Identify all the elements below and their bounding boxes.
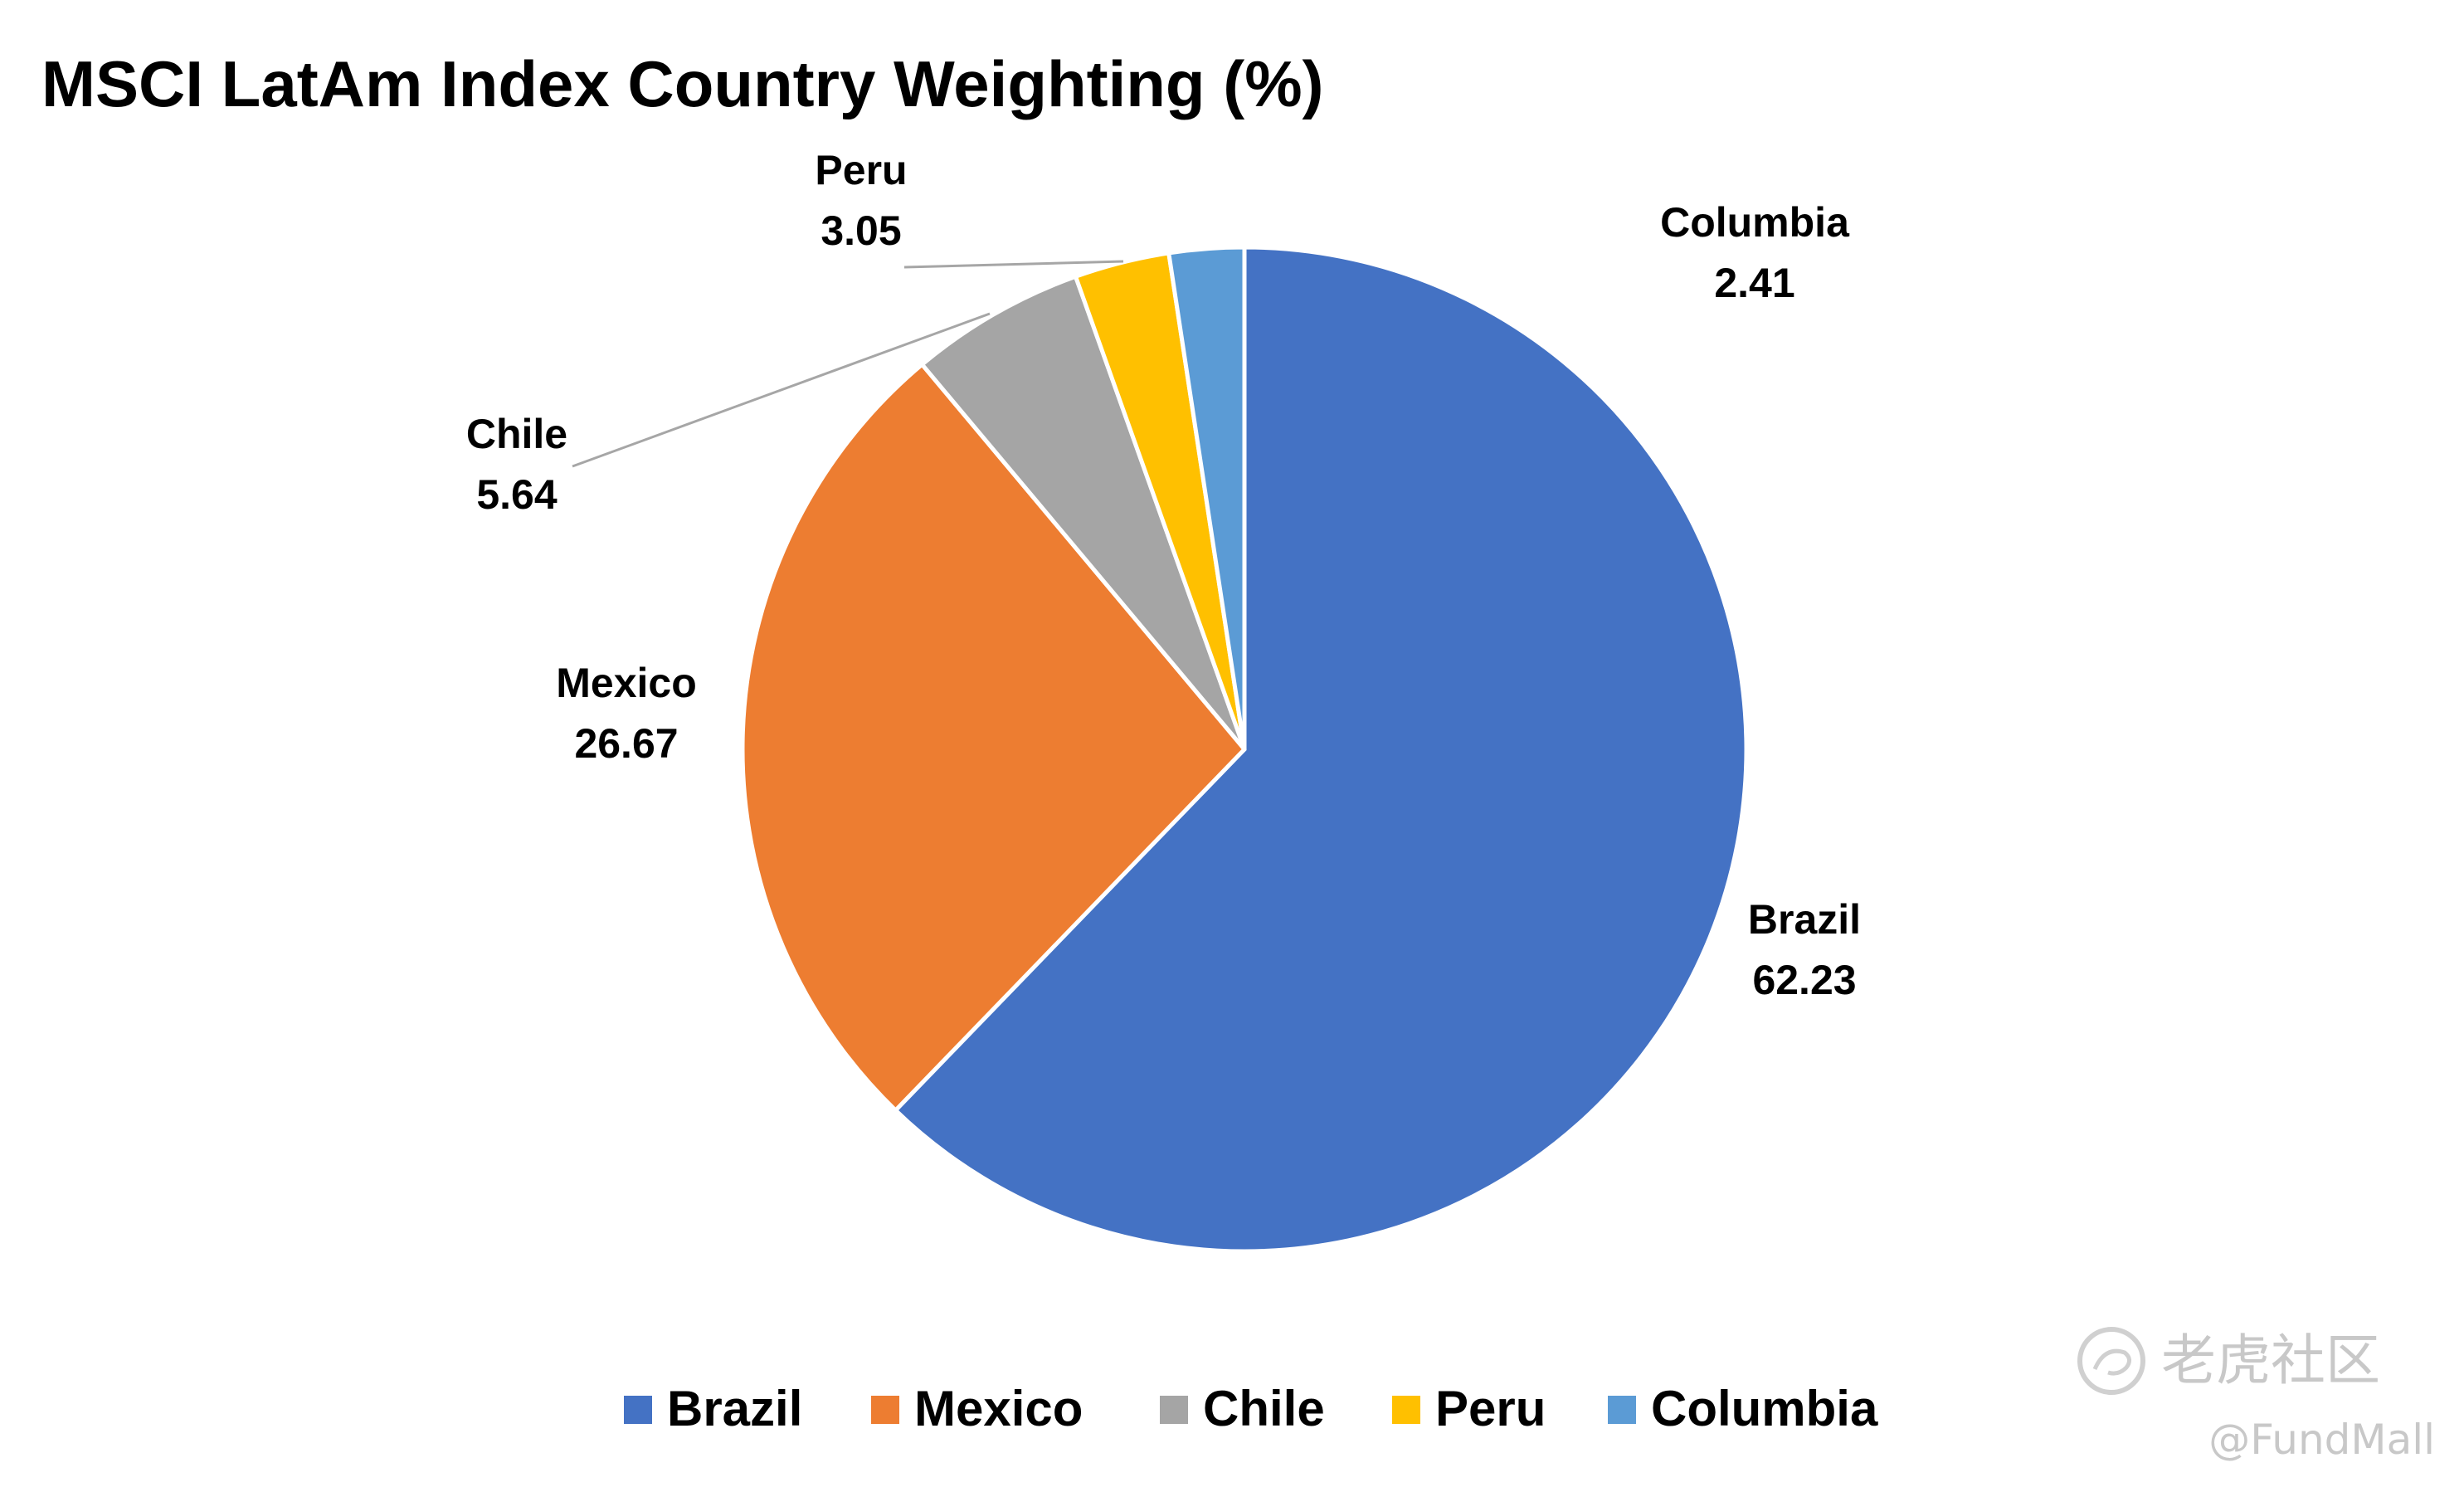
data-label-chile: Chile 5.64 [466, 411, 567, 518]
legend-label-columbia: Columbia [1651, 1381, 1878, 1436]
legend-label-brazil: Brazil [667, 1381, 802, 1436]
slice-mexico [740, 362, 1247, 1113]
leader-lines [572, 260, 1124, 468]
legend-swatch-peru [1392, 1396, 1420, 1424]
data-label-mexico: Mexico 26.67 [556, 660, 697, 767]
leader-line-peru [903, 260, 1124, 269]
slice-chile [919, 274, 1247, 752]
legend-label-peru: Peru [1435, 1381, 1546, 1436]
slice-columbia [1166, 245, 1247, 752]
legend-swatch-brazil [624, 1396, 652, 1424]
chart-title: MSCI LatAm Index Country Weighting (%) [41, 47, 1324, 120]
data-label-brazil: Brazil 62.23 [1748, 896, 1861, 1003]
legend-swatch-columbia [1608, 1396, 1636, 1424]
pie-slices [740, 245, 1749, 1254]
legend: Brazil Mexico Chile Peru Columbia [624, 1381, 1878, 1436]
data-label-peru: Peru 3.05 [815, 147, 907, 254]
watermark-handle: @FundMall [2208, 1416, 2435, 1464]
data-label-columbia: Columbia 2.41 [1660, 199, 1850, 306]
tiger-logo-icon [2077, 1327, 2145, 1395]
legend-swatch-mexico [871, 1396, 899, 1424]
leader-line-chile [572, 312, 991, 468]
legend-swatch-chile [1160, 1396, 1188, 1424]
legend-label-mexico: Mexico [914, 1381, 1083, 1436]
watermark-brand: 老虎社区 [2161, 1329, 2380, 1392]
slice-brazil [894, 245, 1749, 1254]
data-labels: Brazil 62.23 Mexico 26.67 Chile 5.64 Peru 3.05 C… [466, 147, 1861, 1003]
legend-label-chile: Chile [1203, 1381, 1325, 1436]
watermark: 老虎社区 @FundMall [2077, 1327, 2435, 1464]
